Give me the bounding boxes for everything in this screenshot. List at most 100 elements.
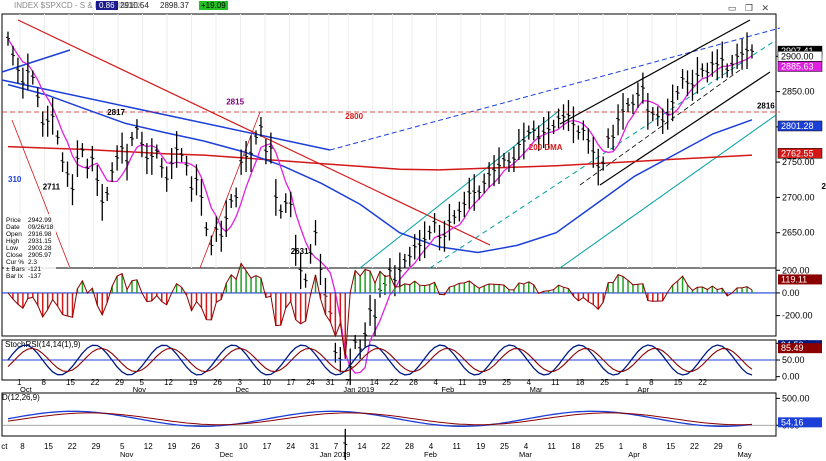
x-day-label: 15 [674,378,683,387]
osc-tick-label: 0.00 [782,288,800,298]
close-icon[interactable]: ✕ [761,3,770,13]
bottom-day-label: 10 [239,442,248,451]
chart-annotation: 2817 [107,108,125,117]
bottom-day-label: 8 [20,442,25,451]
blue-upper-line [1,49,71,73]
bottom-month-label: Jan 2019 [320,450,351,459]
quote-high: 2910.54 [120,1,149,10]
y-tick-label: 2650.00 [782,228,815,238]
bottom-day-label: 17 [263,442,272,451]
quote-box: 0.86 [96,1,118,10]
bottom-day-label: 6 [738,442,743,451]
info-box-value: -121 [28,266,41,273]
x-day-label: 22 [91,378,100,387]
x-month-label: Apr [637,385,649,394]
bottom-day-label: 12 [144,442,153,451]
rsi-tick-label: 50.00 [782,355,805,365]
rsi-tick-label: 0.00 [782,372,800,382]
bottom-month-label: Mar [519,450,532,459]
dma-200-line [7,145,753,171]
x-day-label: 25 [502,378,511,387]
restore-icon[interactable]: ❐ [744,3,754,13]
quote-change: 0.86 [99,1,115,10]
bottom-month-label: Nov [120,450,134,459]
chart-annotation: 2800 [345,112,363,121]
bottom-month-label: Dec [220,450,234,459]
bottom-day-label: 15 [666,442,675,451]
osc-tick-label: 200.00 [782,265,810,275]
bottom-day-label: 24 [286,442,295,451]
bottom-day-label: 8 [643,442,648,451]
x-day-label: 26 [213,378,222,387]
x-day-label: 11 [551,378,560,387]
bottom-day-label: 29 [92,442,101,451]
price-tag [777,148,823,159]
bottom-day-label: 31 [310,442,319,451]
x-day-label: 4 [527,378,532,387]
osc-tag [778,274,822,285]
y-tick-label: 2700.00 [782,192,815,202]
x-day-label: 24 [306,378,315,387]
x-day-label: 28 [409,378,418,387]
x-day-label: 12 [164,378,173,387]
bottom-day-label: 3 [215,442,220,451]
x-day-label: 15 [66,378,75,387]
x-day-label: 22 [698,378,707,387]
rsi-tag-label: 85.49 [781,343,804,353]
info-box-label: Open [6,231,22,238]
bottom-day-label: ct [1,442,8,451]
x-month-label: Nov [133,385,147,394]
rsi-line [7,344,753,376]
price-tag-label: 2900.00 [781,51,814,61]
chart-title: INDEX $SPXCD - S & P 500 INDEX [14,1,143,10]
osc-tick-label: -200.00 [782,311,813,321]
bottom-month-label: Feb [424,450,437,459]
info-box-value: 2905.97 [28,252,52,259]
window-icon[interactable]: ▭ [727,3,738,13]
x-day-label: 3 [238,378,243,387]
x-day-label: 8 [649,378,654,387]
red-fan-line-2 [11,119,71,269]
info-box-value: 09/26/18 [28,224,54,231]
quote-low: 2898.37 [160,1,189,10]
chart-annotation: 2631 [291,247,309,256]
osc-tag-label: 119.11 [781,274,807,284]
oscillator-panel [1,267,777,337]
x-day-label: 17 [287,378,296,387]
black-channel-upper [559,19,751,125]
chart-annotation: 2816 [757,102,775,111]
macd-signal-line [7,412,753,426]
info-box-value: 2903.28 [28,245,52,252]
x-day-label: 4 [434,378,439,387]
bottom-day-label: 19 [168,442,177,451]
info-box [4,214,56,278]
black-channel-lower [599,71,771,186]
bottom-day-label: 25 [500,442,509,451]
dma-50-line [7,83,753,254]
bottom-month-label: May [738,450,752,459]
y-tick-label: 2850.00 [782,87,815,97]
bottom-day-label: 28 [405,442,414,451]
x-day-label: 19 [478,378,487,387]
macd-panel-label: D(12,26,9) [2,393,40,402]
bottom-day-label: 5 [120,442,125,451]
macd-panel [1,392,777,437]
bottom-day-label: 19 [476,442,485,451]
price-tag-label: 2801.28 [781,121,814,131]
teal-channel-upper [559,114,777,269]
info-box-label: Low [6,245,18,252]
black-dashed-mid [579,69,741,186]
macd-tag-label: 54.16 [781,417,804,427]
rsi-signal-line [7,347,753,373]
blue-dashed-extension [329,27,781,151]
bottom-day-label: 15 [44,442,53,451]
red-fan-line [199,111,261,269]
bottom-day-label: 22 [381,442,390,451]
x-day-label: 19 [189,378,198,387]
x-month-label: Feb [441,385,454,394]
x-day-label: 8 [42,378,47,387]
price-tag [777,120,823,132]
osc-line [7,262,753,359]
x-day-label: 10 [262,378,271,387]
